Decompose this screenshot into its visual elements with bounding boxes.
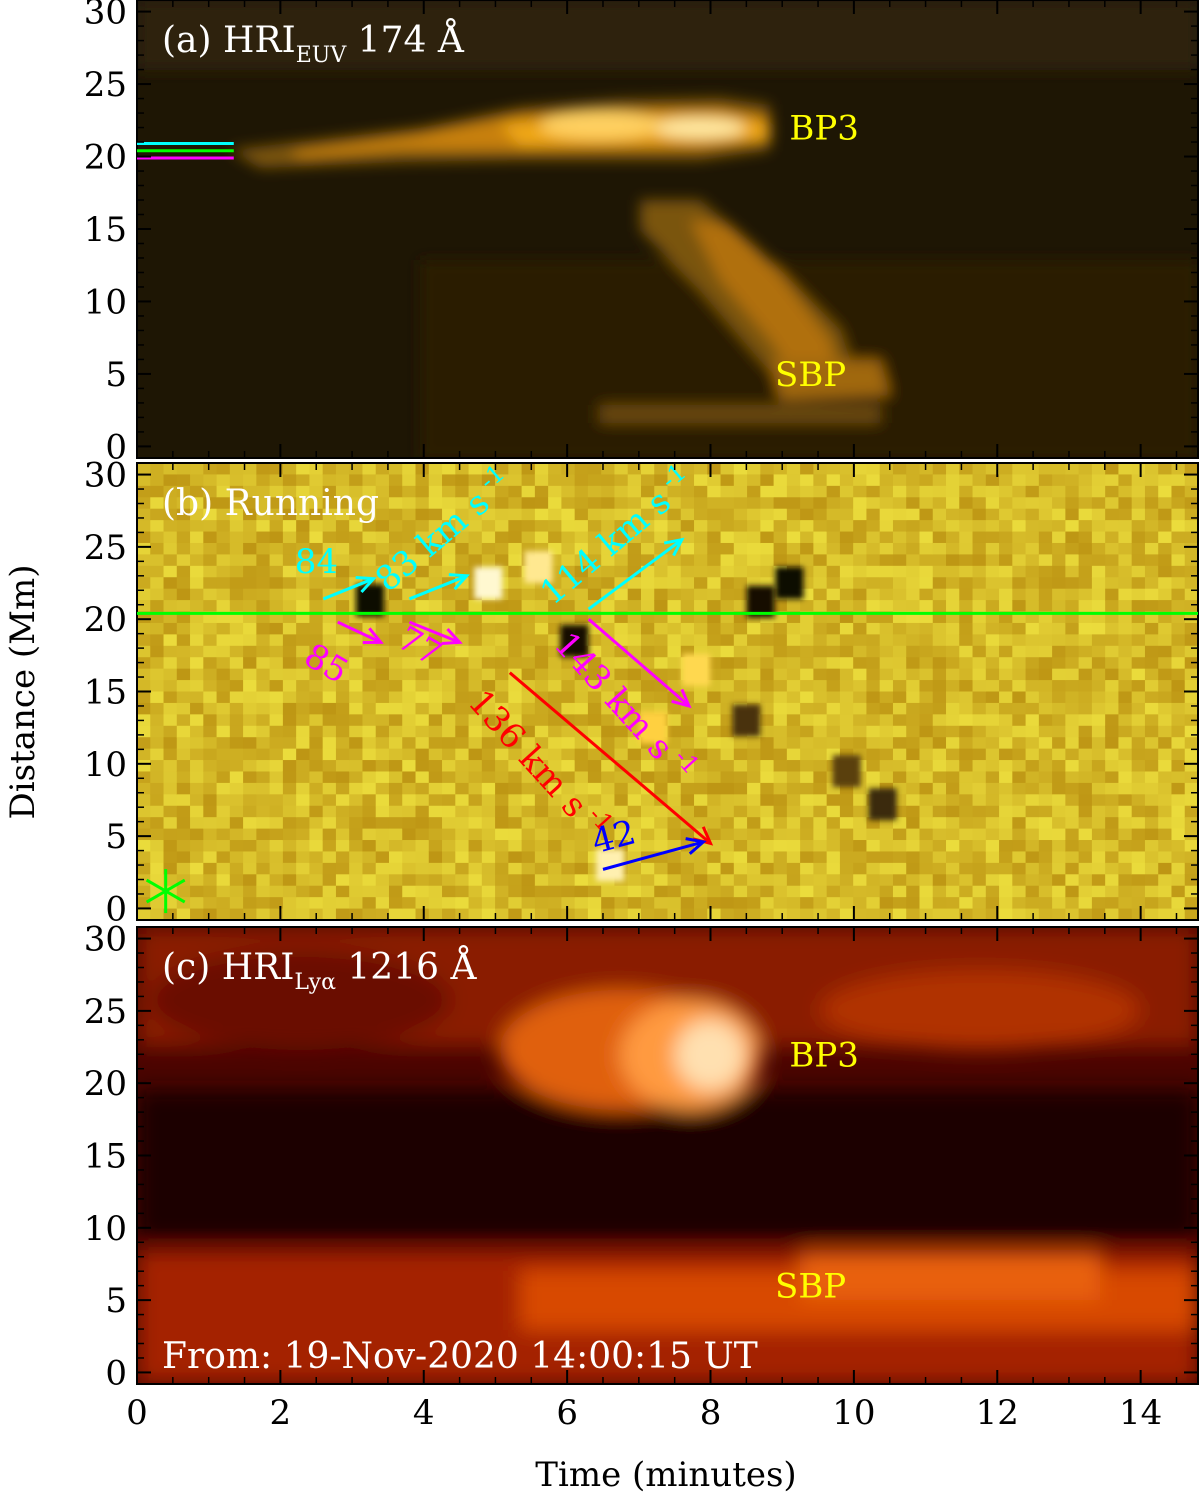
x-tick-label: 10 [832, 1393, 875, 1433]
difference-feature-8 [868, 788, 897, 821]
panel-b-ytick-label: 20 [84, 600, 127, 640]
difference-feature-2 [355, 584, 384, 617]
velocity-arrow-1-head [448, 573, 470, 591]
x-tick-label: 2 [270, 1393, 292, 1433]
velocity-label-0: 84 [295, 542, 338, 582]
panel-c [136, 926, 1199, 1385]
x-tick-label: 4 [413, 1393, 435, 1433]
velocity-arrow-4-shaft [408, 620, 461, 644]
panel-c-annotation-sbp: SBP [775, 1267, 846, 1307]
panel-a-ytick-label: 25 [84, 65, 127, 105]
difference-feature-0 [474, 567, 503, 600]
panel-b [136, 462, 1199, 921]
velocity-arrow-2-head [663, 537, 685, 557]
velocity-arrow-0-head [355, 576, 377, 594]
velocity-arrow-3-shaft [337, 620, 382, 644]
panel-c-label: (c) HRILyα 1216 Å [162, 946, 477, 995]
panel-b-ytick-label: 30 [84, 456, 127, 496]
difference-feature-5 [775, 567, 804, 600]
panel-a-ytick-label: 15 [84, 210, 127, 250]
velocity-arrow-0: 84 [295, 542, 377, 601]
panel-a-ytick-label: 0 [105, 427, 127, 467]
velocity-arrow-1-shaft [408, 574, 468, 601]
velocity-arrow-3-head [362, 627, 384, 645]
x-tick-label: 12 [976, 1393, 1019, 1433]
difference-feature-7 [639, 711, 668, 744]
velocity-arrow-5-head [671, 688, 692, 709]
difference-feature-3 [560, 624, 589, 657]
panel-c-ytick-label: 15 [84, 1137, 127, 1177]
difference-feature-9 [832, 755, 861, 788]
difference-feature-6 [682, 653, 711, 686]
velocity-arrow-7-shaft [602, 840, 704, 871]
panel-b-asterisk-marker [145, 869, 186, 914]
velocity-arrow-4-head [441, 627, 463, 646]
panel-b-ytick-label: 5 [105, 817, 127, 857]
panel-c-image [137, 927, 1198, 1384]
panel-a-ytick-label: 30 [84, 0, 127, 33]
x-tick-label: 14 [1119, 1393, 1162, 1433]
panel-b-label: (b) Running [162, 483, 379, 524]
panel-a-ytick-label: 20 [84, 138, 127, 178]
panel-a-image [137, 0, 1198, 458]
panel-b-ytick-label: 0 [105, 889, 127, 929]
difference-feature-1 [524, 551, 553, 584]
panel-a-annotation-bp3: BP3 [789, 109, 859, 149]
panel-b-ytick-label: 15 [84, 673, 127, 713]
panel-c-ytick-label: 0 [105, 1353, 127, 1393]
panel-a-label: (a) HRIEUV 174 Å [162, 19, 465, 68]
panel-b-ytick-label: 10 [84, 745, 127, 785]
velocity-arrow-0-shaft [322, 577, 375, 601]
velocity-arrow-5-shaft [587, 618, 690, 708]
start-time-label: From: 19-Nov-2020 14:00:15 UT [162, 1336, 758, 1377]
velocity-arrow-6-shaft [508, 671, 712, 845]
panel-c-ytick-label: 20 [84, 1064, 127, 1104]
x-tick-label: 0 [126, 1393, 148, 1433]
velocity-arrow-7-head [685, 837, 707, 855]
x-tick-label: 6 [556, 1393, 578, 1433]
panel-b-ytick-label: 25 [84, 528, 127, 568]
y-axis-title: Distance (Mm) [3, 565, 43, 820]
panel-a [136, 0, 1199, 459]
panel-c-ytick-label: 10 [84, 1209, 127, 1249]
panel-c-ytick-label: 5 [105, 1281, 127, 1321]
x-axis-title: Time (minutes) [535, 1455, 796, 1495]
panel-c-ytick-label: 25 [84, 992, 127, 1032]
difference-feature-10 [732, 704, 761, 737]
panel-c-annotation-bp3: BP3 [789, 1035, 859, 1075]
velocity-arrow-2-shaft [587, 538, 683, 611]
panel-a-ytick-label: 10 [84, 282, 127, 322]
panel-b-image [137, 463, 1198, 920]
panel-a-annotation-sbp: SBP [775, 355, 846, 395]
panel-a-ytick-label: 5 [105, 355, 127, 395]
x-tick-label: 8 [700, 1393, 722, 1433]
panel-c-ytick-label: 30 [84, 920, 127, 960]
